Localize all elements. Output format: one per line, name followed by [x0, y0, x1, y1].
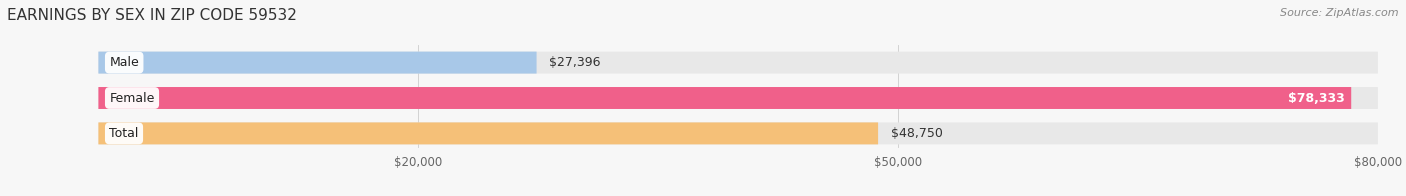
FancyBboxPatch shape — [98, 87, 1378, 109]
Text: $48,750: $48,750 — [891, 127, 943, 140]
FancyBboxPatch shape — [98, 52, 1378, 74]
FancyBboxPatch shape — [98, 87, 1351, 109]
Text: Source: ZipAtlas.com: Source: ZipAtlas.com — [1281, 8, 1399, 18]
FancyBboxPatch shape — [98, 122, 1378, 144]
Text: $78,333: $78,333 — [1288, 92, 1344, 104]
Text: Male: Male — [110, 56, 139, 69]
Text: Female: Female — [110, 92, 155, 104]
FancyBboxPatch shape — [98, 52, 537, 74]
Text: Total: Total — [110, 127, 139, 140]
Text: EARNINGS BY SEX IN ZIP CODE 59532: EARNINGS BY SEX IN ZIP CODE 59532 — [7, 8, 297, 23]
Text: $27,396: $27,396 — [550, 56, 600, 69]
FancyBboxPatch shape — [98, 122, 879, 144]
